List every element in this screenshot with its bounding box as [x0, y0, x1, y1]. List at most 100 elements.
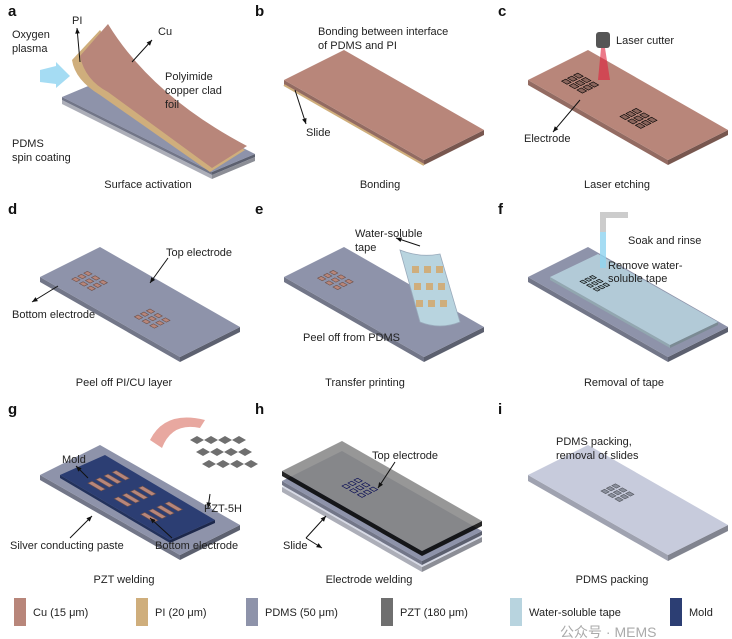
electrode-on-tape [412, 266, 419, 273]
annotation: plasma [12, 43, 48, 55]
annotation: Top electrode [372, 450, 438, 462]
bottom-electrode [98, 279, 109, 285]
annotation: Peel off from PDMS [303, 332, 400, 344]
electrode-pattern [619, 114, 631, 120]
annotation: Soak and rinse [628, 235, 701, 247]
pzt-pdms-layer-side [422, 521, 482, 556]
top-electrode [145, 308, 156, 314]
watermark: 公众号 · MEMS [560, 624, 656, 639]
water-soluble-tape-side [550, 277, 670, 348]
laser-beam [598, 48, 610, 80]
panel-e: e Water-soluble tape Peel off from PDMS … [255, 201, 422, 389]
pdms-package-side [528, 475, 668, 561]
panel-caption: Laser etching [584, 179, 650, 191]
arrow-line [294, 89, 307, 125]
transfer-arrow-icon [150, 417, 205, 448]
panel-a: a Oxygen plasma PI Cu Polyimide copper c… [8, 3, 222, 191]
panel-caption: Peel off PI/CU layer [76, 377, 173, 389]
annotation: Top electrode [166, 247, 232, 259]
arrowhead [302, 118, 307, 124]
cu-pi-laminate-side [284, 80, 424, 165]
diagram-shapes [31, 24, 728, 572]
electrode-pattern [582, 84, 594, 91]
panel-caption: Bonding [360, 179, 400, 191]
panel-label: d [8, 201, 17, 218]
top-electrode [141, 319, 151, 325]
electrode-pzt [164, 501, 183, 512]
panel-label: e [255, 201, 263, 218]
panel-label: i [498, 401, 502, 418]
top-electrode [139, 311, 150, 317]
electrode-pattern [639, 112, 650, 119]
pdms-slab-side [424, 327, 484, 362]
legend-swatch-tape [510, 598, 522, 626]
legend-swatch-pzt [381, 598, 393, 626]
annotation: Mold [62, 454, 86, 466]
packaged-electrode [605, 486, 616, 492]
electrode-on-tape [426, 283, 433, 290]
glass-slide-side [422, 537, 482, 572]
electrode-pzt [156, 504, 175, 516]
annotation: PDMS [12, 138, 44, 150]
annotation: Bonding between interface [318, 26, 448, 38]
pzt-pdms-layer-side [282, 471, 422, 556]
electrode-pzt [137, 485, 157, 497]
pdms-bottom-side [422, 531, 482, 565]
pdms-slab-side [180, 327, 240, 362]
faucet-icon [600, 212, 628, 232]
panel-c: c Laser cutter Electrode Laser etching [498, 3, 674, 191]
legend-label: Cu (15 μm) [33, 607, 88, 619]
bottom-electrode [86, 285, 97, 291]
packaged-electrode [619, 494, 630, 500]
legend-label: PDMS (50 μm) [265, 607, 338, 619]
pdms-slab-side [284, 277, 424, 362]
electrode-on-tape [414, 283, 421, 290]
pzt-chip [216, 460, 230, 468]
panel-label: b [255, 3, 264, 20]
annotation: tape [355, 242, 376, 254]
electrode-pzt [121, 492, 141, 504]
pdms-layer-side [212, 154, 255, 175]
pzt-chip [224, 448, 238, 456]
pzt-chip [238, 448, 252, 456]
packaged-electrode [611, 483, 621, 489]
arrowhead [320, 516, 326, 522]
top-electrode [155, 320, 165, 326]
bottom-electrode [332, 284, 342, 290]
top-electrode [161, 317, 171, 323]
legend-swatch-pdms [246, 598, 258, 626]
electrode-pattern [590, 281, 599, 286]
electrode-pattern [574, 80, 586, 87]
glass-slide-side [282, 487, 422, 572]
water-soluble-tape-side [670, 322, 718, 348]
electrode-pattern [568, 83, 580, 90]
pzt-chip [244, 460, 258, 468]
pzt-chip [190, 436, 204, 444]
pzt-chip [202, 460, 216, 468]
legend-swatch-cu [14, 598, 26, 626]
arrowhead [86, 516, 92, 522]
annotation: Silver conducting paste [10, 540, 124, 552]
arrow-line [552, 99, 581, 133]
top-electrode [347, 480, 357, 486]
electrode-pattern [597, 284, 606, 290]
electrode-pattern [633, 115, 644, 122]
packaged-electrode [612, 490, 623, 496]
packaged-electrode [618, 487, 628, 493]
annotation: Cu [158, 26, 172, 38]
annotation: Slide [306, 127, 330, 139]
electrode-on-tape [416, 300, 423, 307]
bottom-electrode [92, 282, 103, 288]
panel-f: f Soak and rinse Remove water- soluble t… [498, 201, 701, 389]
bottom-electrode [328, 270, 339, 276]
annotation: spin coating [12, 152, 71, 164]
glass-slide-side [62, 100, 212, 179]
pdms-slab-side [668, 327, 728, 362]
annotation: Polyimide [165, 71, 213, 83]
electrode-pzt [148, 508, 167, 519]
arrowhead [150, 518, 156, 524]
electrode-pattern [560, 78, 572, 85]
panel-i: i PDMS packing, removal of slides PDMS p… [498, 401, 648, 586]
annotation: Slide [283, 540, 307, 552]
pzt-pdms-layer [282, 441, 482, 551]
